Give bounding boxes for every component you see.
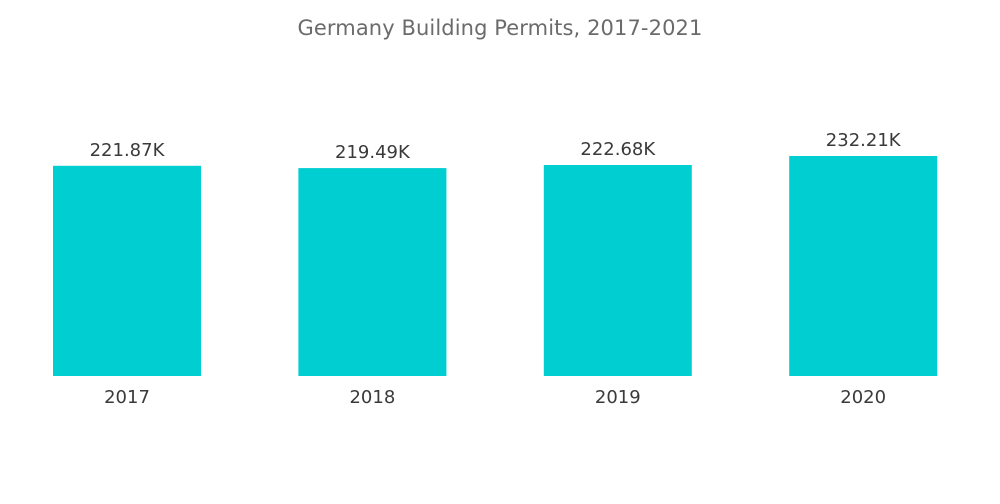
value-labels-group: 221.87K 219.49K 222.68K 232.21K [90,130,902,163]
value-label-2018: 219.49K [335,142,411,163]
bar-2019 [543,165,692,376]
value-label-2020: 232.21K [826,130,902,151]
value-label-2017: 221.87K [90,140,166,161]
x-tick-label-2020: 2020 [840,387,886,408]
x-tick-labels-group: 2017 2018 2019 2020 [104,387,886,408]
x-tick-label-2017: 2017 [104,387,150,408]
bars-group [53,156,938,376]
bar-2020 [789,156,938,376]
bar-2018 [298,168,447,376]
bar-2017 [53,165,201,376]
x-tick-label-2019: 2019 [595,387,641,408]
chart-title: Germany Building Permits, 2017-2021 [297,16,703,40]
x-tick-label-2018: 2018 [349,387,395,408]
value-label-2019: 222.68K [580,139,656,160]
